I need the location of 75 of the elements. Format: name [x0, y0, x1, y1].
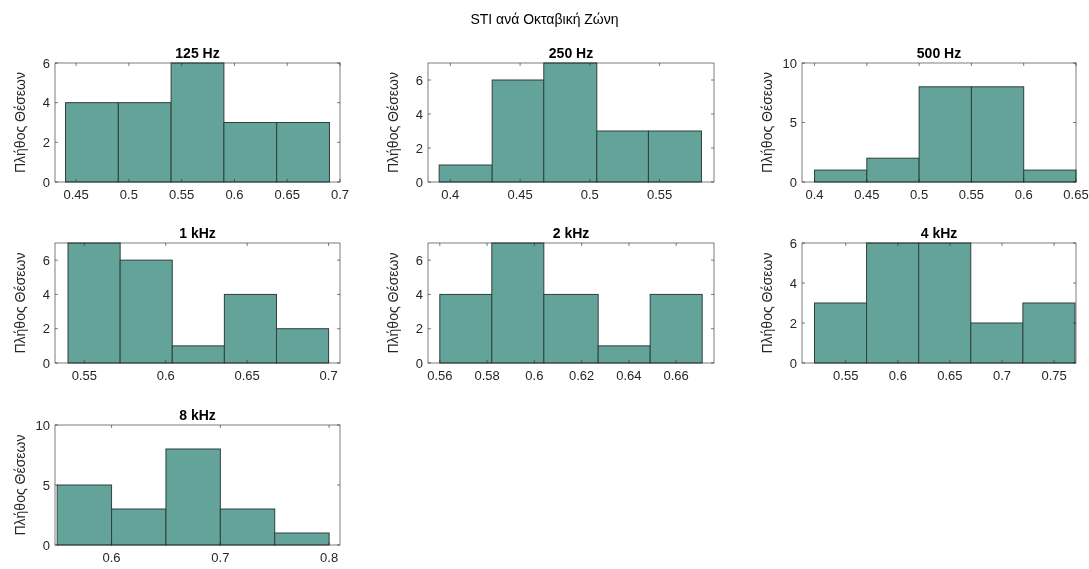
chart-title: 4 kHz — [920, 225, 958, 241]
x-tick-label: 0.7 — [992, 368, 1012, 383]
y-tick-label: 0 — [415, 355, 423, 371]
x-tick-label: 0.65 — [937, 368, 963, 383]
y-tick-label: 0 — [789, 355, 797, 371]
x-tick-label: 0.58 — [474, 368, 500, 383]
x-tick-label: 0.65 — [234, 368, 260, 383]
x-tick-label: 0.55 — [169, 187, 195, 202]
y-tick-label: 4 — [415, 286, 423, 302]
x-tick-label: 0.45 — [63, 187, 89, 202]
x-tick-label: 0.6 — [1014, 187, 1033, 202]
x-tick-label: 0.45 — [507, 187, 533, 202]
x-tick-label: 0.7 — [319, 368, 338, 383]
y-tick-label: 2 — [415, 321, 423, 337]
x-tick-label: 0.6 — [102, 550, 121, 565]
x-tick-label: 0.62 — [568, 368, 595, 383]
x-tick-label: 0.55 — [833, 368, 859, 383]
y-tick-label: 6 — [42, 252, 50, 268]
x-tick-label: 0.5 — [119, 187, 138, 202]
x-tick-label: 0.7 — [211, 550, 230, 565]
y-axis-title: Πλήθος Θέσεων — [385, 252, 401, 354]
y-tick-label: 2 — [42, 321, 50, 337]
chart-title: 250 Hz — [548, 45, 594, 61]
y-tick-label: 10 — [782, 55, 797, 71]
x-tick-label: 0.66 — [663, 368, 689, 383]
x-tick-label: 0.75 — [1041, 368, 1067, 383]
y-tick-label: 6 — [415, 252, 423, 268]
x-tick-label: 0.55 — [646, 187, 673, 202]
y-tick-label: 0 — [42, 355, 50, 371]
y-tick-label: 4 — [415, 106, 423, 122]
y-tick-label: 0 — [42, 174, 50, 190]
y-tick-label: 6 — [42, 55, 50, 71]
y-tick-label: 0 — [42, 537, 50, 553]
chart-title: 2 kHz — [552, 225, 590, 241]
y-axis-title: Πλήθος Θέσεων — [385, 71, 401, 174]
x-tick-label: 0.5 — [910, 187, 929, 202]
y-axis-title: Πλήθος Θέσεων — [12, 434, 28, 536]
y-tick-label: 6 — [789, 235, 797, 251]
x-tick-label: 0.4 — [805, 187, 824, 202]
y-tick-label: 5 — [42, 477, 50, 493]
y-tick-label: 4 — [42, 95, 50, 111]
x-tick-label: 0.64 — [616, 368, 642, 383]
y-tick-label: 6 — [415, 72, 423, 88]
x-tick-label: 0.55 — [71, 368, 97, 383]
y-axis-title: Πλήθος Θέσεων — [12, 71, 28, 174]
x-tick-label: 0.45 — [854, 187, 880, 202]
y-axis-title: Πλήθος Θέσεων — [759, 71, 775, 174]
x-tick-label: 0.6 — [888, 368, 907, 383]
chart-title: 8 kHz — [179, 407, 216, 423]
chart-title: 125 Hz — [175, 45, 220, 61]
x-tick-label: 0.6 — [156, 368, 175, 383]
y-tick-label: 2 — [415, 140, 423, 156]
x-tick-label: 0.6 — [525, 368, 544, 383]
y-tick-label: 10 — [35, 417, 50, 433]
x-tick-label: 0.5 — [580, 187, 599, 202]
y-axis-title: Πλήθος Θέσεων — [759, 252, 775, 354]
y-axis-title: Πλήθος Θέσεων — [12, 252, 28, 354]
y-tick-label: 2 — [789, 315, 797, 331]
x-tick-label: 0.4 — [441, 187, 460, 202]
chart-title: 1 kHz — [179, 225, 216, 241]
x-tick-label: 0.65 — [1063, 187, 1089, 202]
y-tick-label: 0 — [415, 174, 423, 190]
chart-title: 500 Hz — [916, 45, 962, 61]
x-tick-label: 0.65 — [274, 187, 300, 202]
y-tick-label: 4 — [789, 275, 797, 291]
x-tick-label: 0.6 — [225, 187, 244, 202]
x-tick-label: 0.56 — [427, 368, 453, 383]
x-tick-label: 0.55 — [958, 187, 985, 202]
y-tick-label: 4 — [42, 286, 50, 302]
y-tick-label: 5 — [789, 115, 797, 131]
y-tick-label: 2 — [42, 134, 50, 150]
x-tick-label: 0.8 — [320, 550, 339, 565]
x-tick-label: 0.7 — [330, 187, 350, 202]
y-tick-label: 0 — [789, 174, 797, 190]
text: STI ανά Οκταβική Ζώνη — [470, 11, 619, 27]
